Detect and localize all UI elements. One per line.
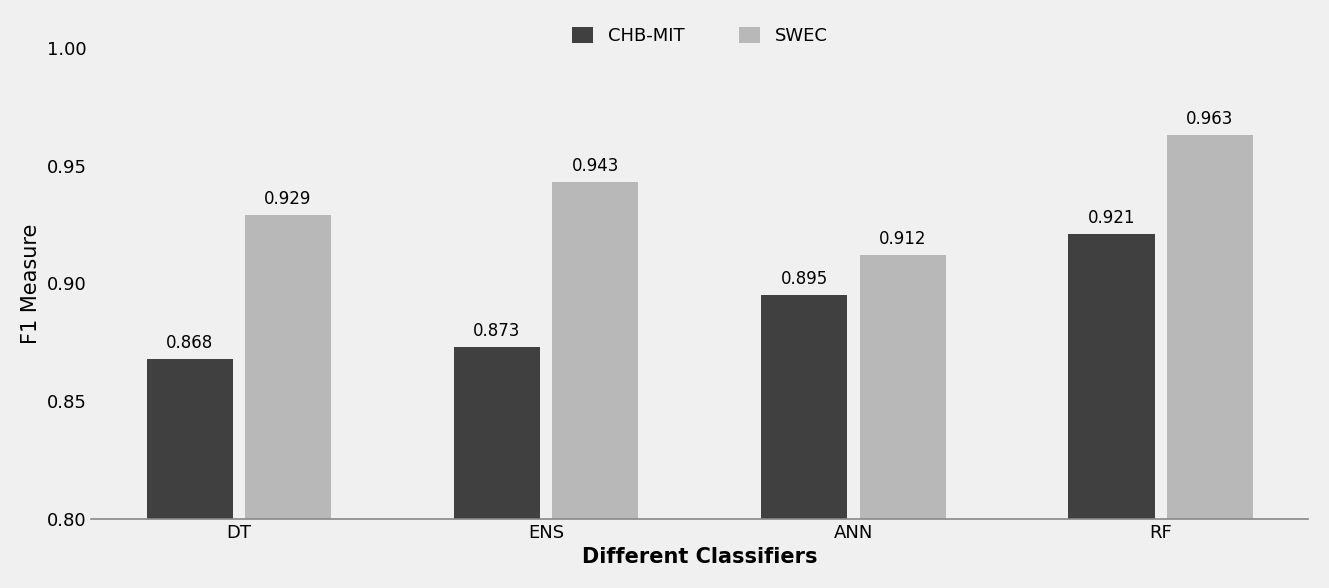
Legend: CHB-MIT, SWEC: CHB-MIT, SWEC (565, 19, 835, 52)
Text: 0.912: 0.912 (878, 230, 926, 248)
X-axis label: Different Classifiers: Different Classifiers (582, 547, 817, 567)
Bar (762, 295, 847, 588)
Bar (245, 215, 331, 588)
Y-axis label: F1 Measure: F1 Measure (21, 223, 41, 343)
Text: 0.895: 0.895 (780, 270, 828, 288)
Text: 0.963: 0.963 (1187, 110, 1233, 128)
Bar (1167, 135, 1253, 588)
Text: 0.873: 0.873 (473, 322, 521, 340)
Text: 0.929: 0.929 (264, 190, 311, 208)
Bar (146, 359, 233, 588)
Bar (1069, 234, 1155, 588)
Bar (455, 347, 540, 588)
Text: 0.943: 0.943 (571, 157, 619, 175)
Text: 0.921: 0.921 (1087, 209, 1135, 227)
Bar (860, 255, 945, 588)
Text: 0.868: 0.868 (166, 333, 213, 352)
Bar (553, 182, 638, 588)
